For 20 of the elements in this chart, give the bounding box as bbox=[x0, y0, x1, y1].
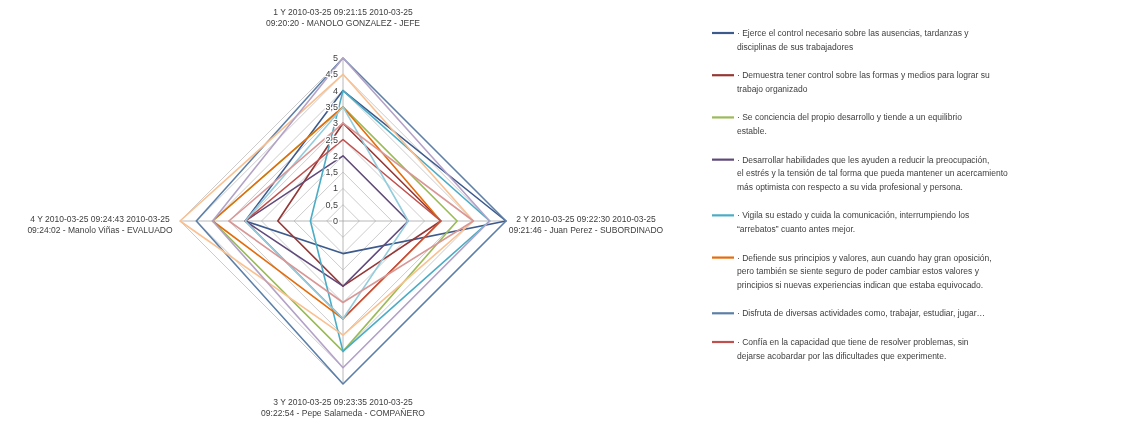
legend-label: · Disfruta de diversas actividades como, trabajar, estudiar, jugar… bbox=[737, 308, 986, 319]
y-tick-label: 5 bbox=[332, 53, 338, 63]
legend-label: · Vigila su estado y cuida la comunicación, interrumpiendo los “arrebatos” cuanto antes mejor. bbox=[737, 210, 970, 234]
spoke-label: 4 Y 2010-03-25 09:24:43 2010-03-25 09:24:02 - Manolo Viñas - EVALUADO bbox=[27, 214, 173, 235]
y-tick-label: 3 bbox=[332, 118, 338, 129]
spoke-label: 3 Y 2010-03-25 09:23:35 2010-03-25 09:22:54 - Pepe Salameda - COMPAÑERO bbox=[261, 397, 426, 418]
spoke-label: 1 Y 2010-03-25 09:21:15 2010-03-25 09:20:20 - MANOLO GONZALEZ - JEFE bbox=[266, 7, 421, 28]
legend-label: · Demuestra tener control sobre las formas y medios para lograr su trabajo organizado bbox=[737, 70, 991, 94]
legend-label: · Ejerce el control necesario sobre las ausencias, tardanzas y disciplinas de sus trabajadores bbox=[737, 28, 970, 52]
y-tick-label: 4 bbox=[332, 85, 338, 96]
legend-label: · Defiende sus principios y valores, aun cuando hay gran oposición, pero también se siente seguro de poder cambiar estos valores y principios si nuevas experiencias indican que estaba equivocado. bbox=[737, 252, 992, 290]
y-tick-label: 1 bbox=[332, 183, 338, 194]
spoke-label: 2 Y 2010-03-25 09:22:30 2010-03-25 09:21:46 - Juan Perez - SUBORDINADO bbox=[508, 214, 664, 235]
legend-label: · Confía en la capacidad que tiene de resolver problemas, sin dejarse acobardar por las dificultades que experimente. bbox=[737, 337, 969, 361]
y-tick-label: 0 bbox=[332, 216, 338, 226]
legend-label: · Se conciencia del propio desarrollo y tiende a un equilibrio estable. bbox=[737, 112, 963, 136]
legend-label: · Desarrollar habilidades que les ayuden a reducir la preocupación, el estrés y la tensión de tal forma que pueda mantener un acercamiento más optimista con respecto a su vida profesional y persona. bbox=[737, 154, 1009, 192]
y-tick-label: 1,5 bbox=[325, 167, 338, 178]
y-tick-label: 0,5 bbox=[325, 199, 338, 210]
y-tick-label: 2 bbox=[332, 150, 338, 161]
